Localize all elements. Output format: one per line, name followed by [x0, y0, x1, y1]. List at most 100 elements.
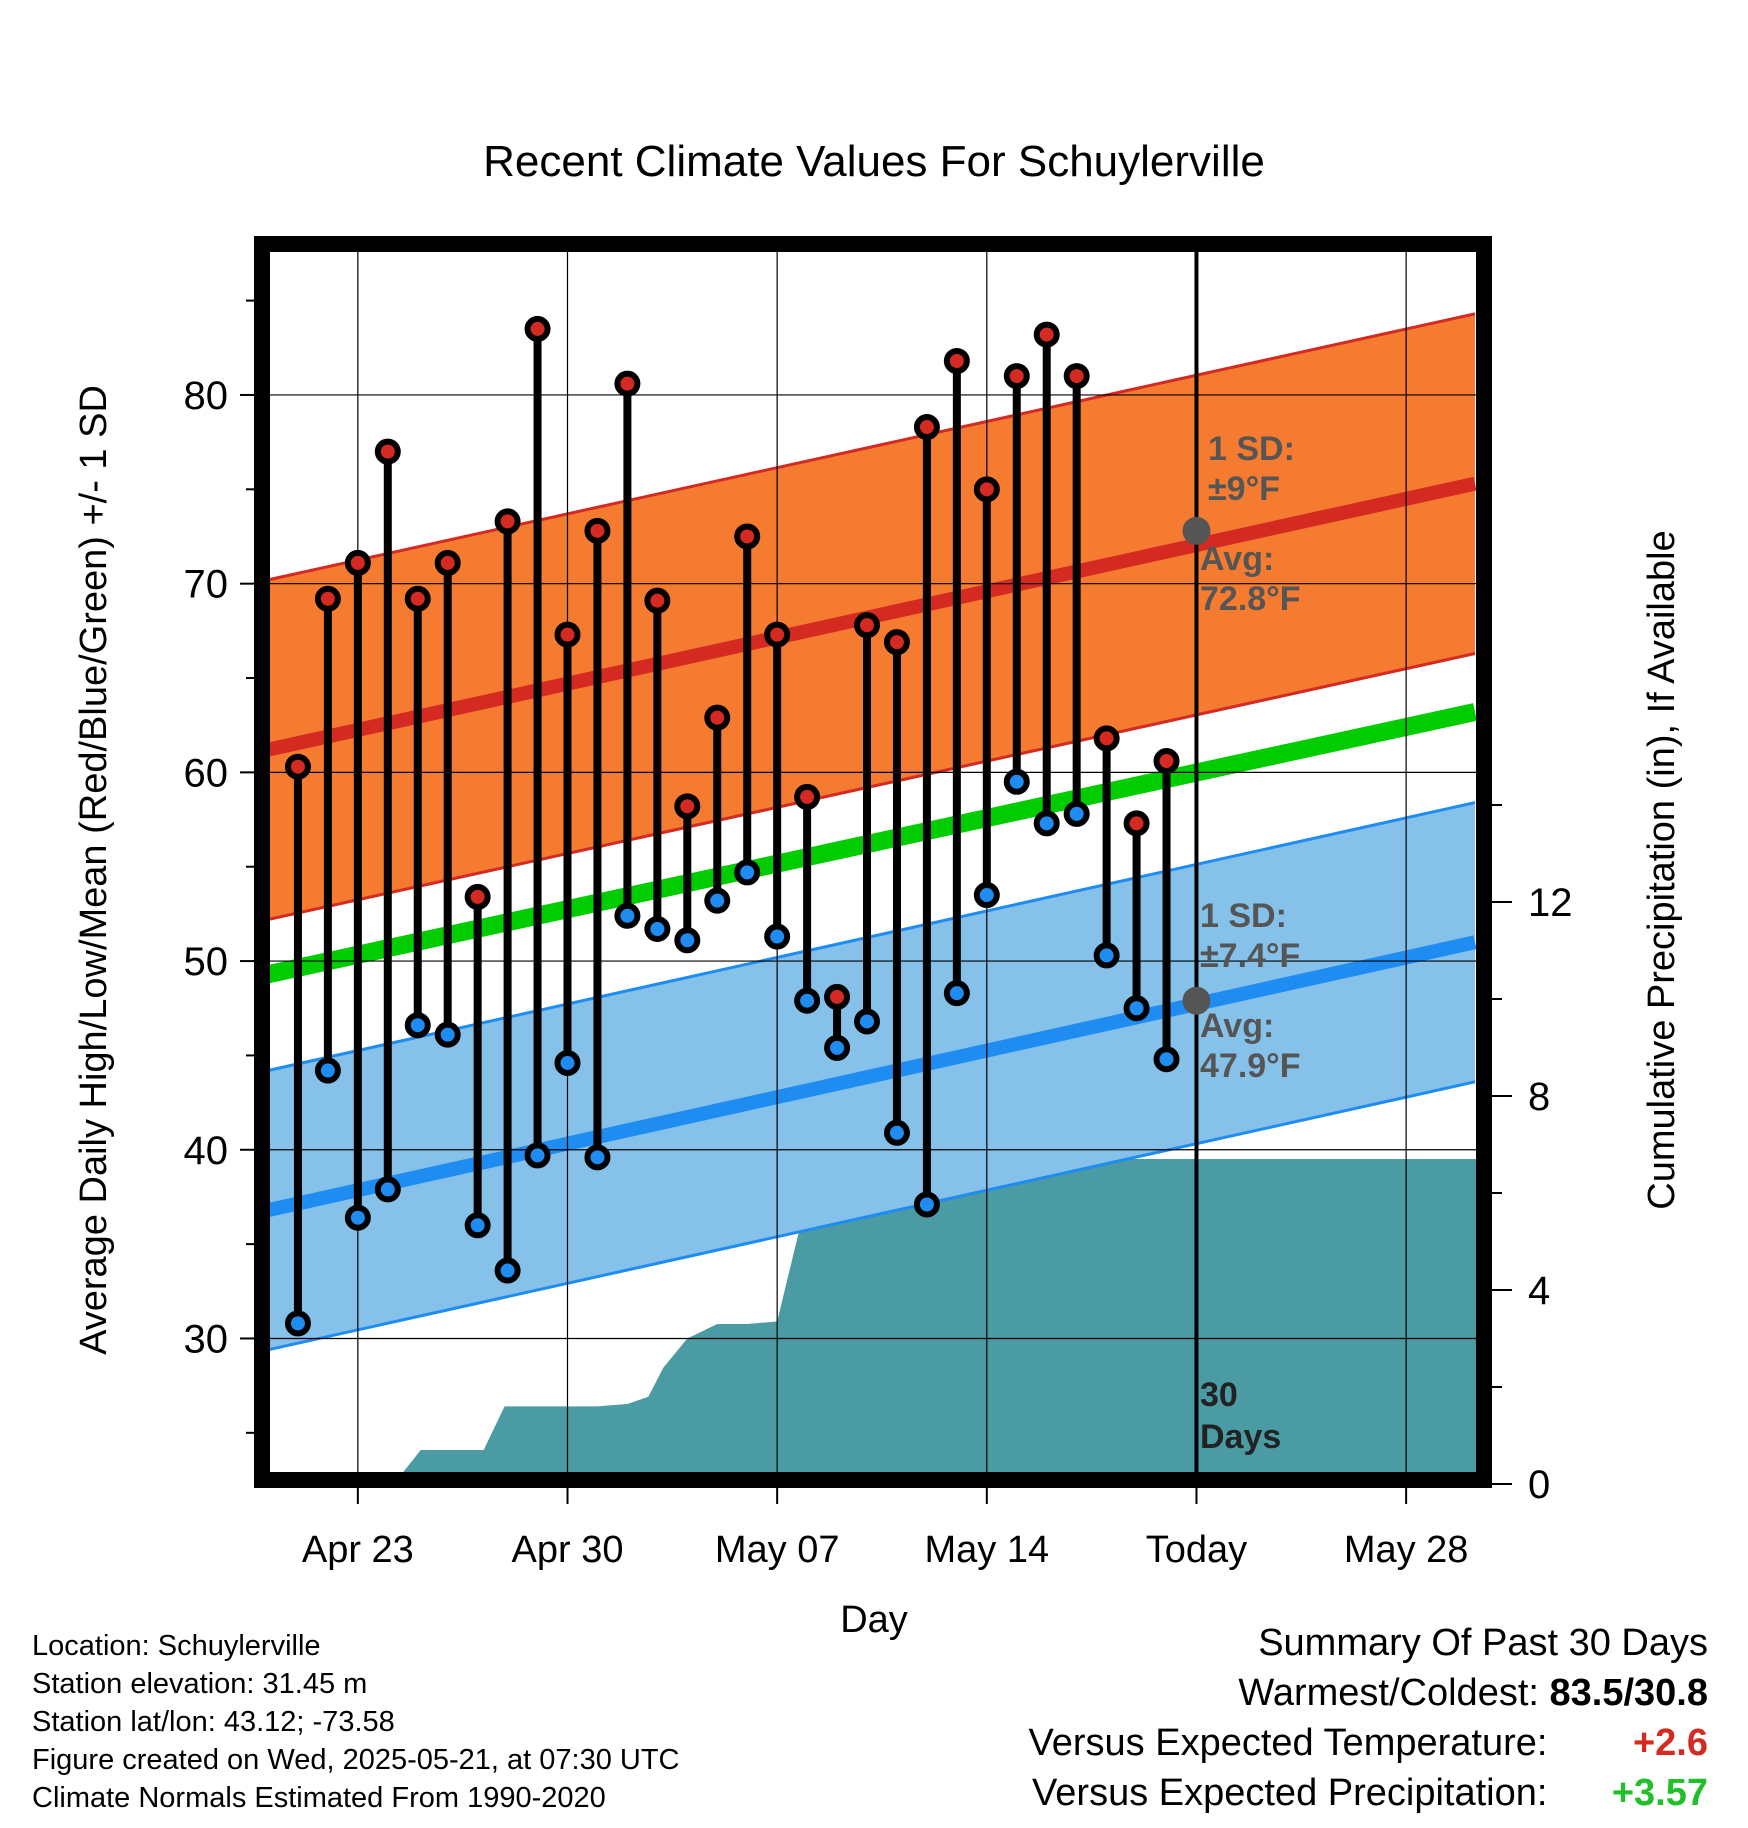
low-point: [434, 1021, 461, 1048]
precip-anomaly-value: +3.57: [1611, 1772, 1708, 1814]
high-point: [554, 621, 581, 648]
plot-frame: [254, 236, 1492, 1488]
precip-area: [396, 1159, 1484, 1480]
low-point: [614, 902, 641, 929]
created-text: Figure created on Wed, 2025-05-21, at 07…: [32, 1744, 680, 1776]
high-point: [973, 476, 1000, 503]
high-band-upper-edge: [267, 312, 1476, 582]
low-point: [883, 1119, 910, 1146]
high-point: [1003, 363, 1030, 390]
y-tick-label: 70: [184, 563, 229, 607]
low-point: [674, 927, 701, 954]
x-tick-label: Apr 23: [302, 1529, 414, 1571]
y-axis-label: Average Daily High/Low/Mean (Red/Blue/Gr…: [73, 385, 115, 1355]
low-band-lower-edge: [267, 1080, 1476, 1352]
high-sd-label: ±9°F: [1208, 470, 1280, 508]
y2-tick-label: 0: [1528, 1463, 1550, 1507]
high-avg-label: 72.8°F: [1200, 580, 1301, 618]
latlon-text: Station lat/lon: 43.12; -73.58: [32, 1706, 395, 1738]
y2-tick-label: 8: [1528, 1075, 1550, 1119]
low-normal-line: [266, 935, 1477, 1217]
high-point: [734, 523, 761, 550]
low-avg-today-dot: [1182, 986, 1211, 1015]
high-point: [824, 983, 851, 1010]
summary-title: Summary Of Past 30 Days: [1258, 1622, 1708, 1664]
x-tick-label: May 28: [1344, 1529, 1469, 1571]
warmest-value: 83.5/30.8: [1549, 1672, 1708, 1714]
high-point: [1093, 725, 1120, 752]
high-point: [494, 508, 521, 535]
x-tick-label: Today: [1146, 1529, 1247, 1571]
high-point: [614, 370, 641, 397]
precip-label: Versus Expected Precipitation:: [1032, 1772, 1548, 1814]
high-point: [913, 414, 940, 441]
low-avg-label: Avg:: [1200, 1007, 1274, 1045]
high-point: [344, 549, 371, 576]
days-label: Days: [1200, 1418, 1281, 1456]
high-avg-today-dot: [1182, 516, 1211, 545]
plot-clip-group: [262, 244, 1484, 1480]
x-tick-label: Apr 30: [512, 1529, 624, 1571]
y-tick-label: 80: [184, 374, 229, 418]
low-point: [704, 887, 731, 914]
y-tick-label: 50: [184, 940, 229, 984]
normals-text: Climate Normals Estimated From 1990-2020: [32, 1782, 606, 1814]
low-point: [1063, 800, 1090, 827]
low-point: [854, 1008, 881, 1035]
low-point: [584, 1144, 611, 1171]
low-point: [913, 1191, 940, 1218]
low-point: [464, 1212, 491, 1239]
high-point: [644, 587, 671, 614]
mean-normal-line: [266, 703, 1477, 984]
summary-panel: Summary Of Past 30 Days Warmest/Coldest:…: [1029, 1622, 1708, 1822]
elevation-text: Station elevation: 31.45 m: [32, 1668, 368, 1700]
station-info: Location: Schuylerville Station elevatio…: [32, 1627, 680, 1817]
low-point: [794, 987, 821, 1014]
high-point: [284, 753, 311, 780]
high-point: [943, 347, 970, 374]
high-sd-label: 1 SD:: [1208, 430, 1295, 468]
temp-anomaly-value: +2.6: [1632, 1722, 1708, 1764]
high-point: [1063, 363, 1090, 390]
low-point: [404, 1012, 431, 1039]
low-point: [554, 1049, 581, 1076]
high-point: [883, 629, 910, 656]
low-point: [374, 1176, 401, 1203]
high-point: [524, 315, 551, 342]
high-band-lower-edge: [267, 652, 1476, 922]
high-point: [764, 621, 791, 648]
y2-tick-label: 12: [1528, 881, 1573, 925]
high-point: [854, 612, 881, 639]
x-axis-label: Day: [840, 1599, 908, 1641]
high-point: [794, 783, 821, 810]
low-sd-label: ±7.4°F: [1200, 937, 1300, 975]
y-tick-label: 40: [184, 1129, 229, 1173]
y2-axis-label: Cumulative Precipitation (in), If Availa…: [1641, 530, 1683, 1209]
high-point: [674, 793, 701, 820]
high-point: [584, 517, 611, 544]
chart-title: Recent Climate Values For Schuylerville: [483, 137, 1265, 186]
low-point: [764, 923, 791, 950]
low-point: [943, 980, 970, 1007]
temp-label: Versus Expected Temperature:: [1028, 1722, 1548, 1764]
location-text: Location: Schuylerville: [32, 1630, 321, 1662]
x-tick-label: May 07: [715, 1529, 840, 1571]
low-point: [644, 915, 671, 942]
high-point: [404, 585, 431, 612]
low-point: [1153, 1046, 1180, 1073]
low-point: [494, 1257, 521, 1284]
low-point: [1003, 768, 1030, 795]
y2-tick-label: 4: [1528, 1269, 1550, 1313]
high-point: [1123, 810, 1150, 837]
y-tick-label: 30: [184, 1317, 229, 1361]
high-avg-label: Avg:: [1200, 540, 1274, 578]
low-point: [824, 1034, 851, 1061]
days-label: 30: [1200, 1376, 1238, 1414]
low-point: [1123, 995, 1150, 1022]
low-point: [734, 859, 761, 886]
low-point: [284, 1310, 311, 1337]
low-point: [1033, 810, 1060, 837]
low-band-upper-edge: [267, 801, 1476, 1072]
